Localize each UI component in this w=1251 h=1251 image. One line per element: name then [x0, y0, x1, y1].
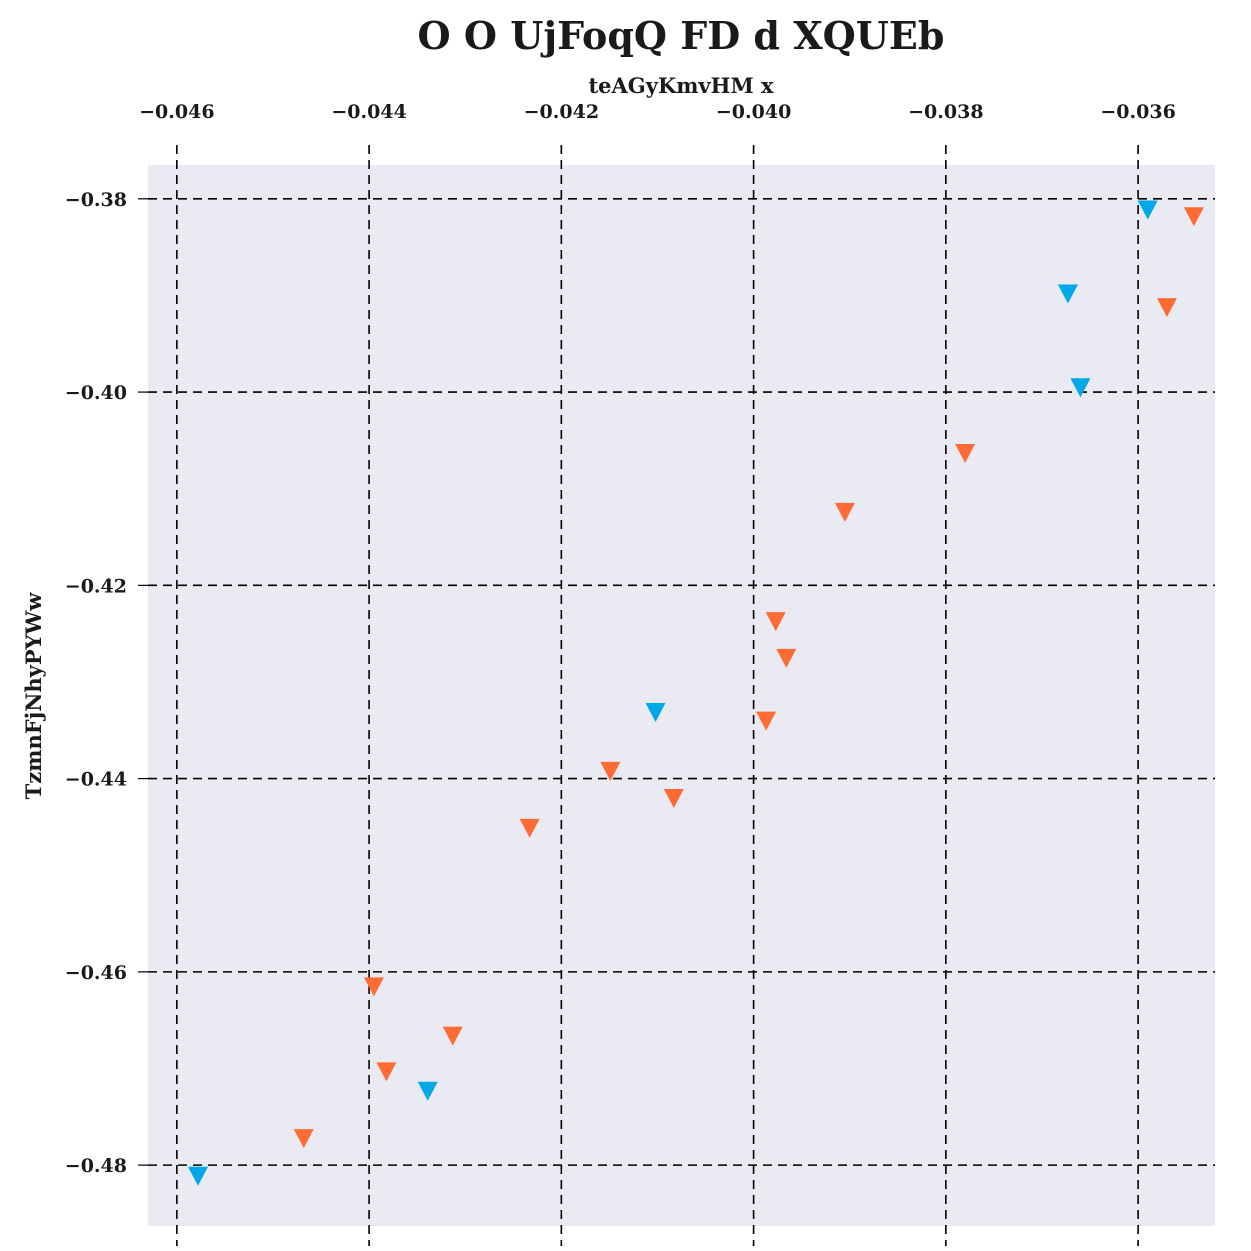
data-point-series-2-12 — [442, 1026, 463, 1046]
plot-area — [148, 165, 1215, 1226]
data-point-series-1-2 — [1057, 284, 1078, 304]
data-point-series-2-9 — [663, 788, 684, 808]
x-tick-label: −0.038 — [908, 101, 983, 123]
y-tick-label: −0.42 — [65, 575, 127, 597]
data-point-series-2-2 — [1156, 298, 1177, 318]
data-point-series-2-11 — [363, 977, 384, 997]
data-point-series-1-6 — [187, 1166, 208, 1186]
data-point-series-2-10 — [519, 818, 540, 838]
grid-lines — [148, 145, 1215, 1246]
y-axis-label: TzmnFjNhyPYWw — [21, 592, 46, 800]
data-point-series-2-14 — [293, 1129, 314, 1149]
data-point-series-1-3 — [1070, 378, 1091, 398]
x-tick-label: −0.044 — [331, 101, 406, 123]
y-tick-label: −0.44 — [65, 769, 127, 791]
x-tick-label: −0.036 — [1100, 101, 1175, 123]
x-axis-label: teAGyKmvHM x — [588, 73, 774, 98]
x-tick-label: −0.042 — [524, 101, 599, 123]
data-point-series-2-7 — [756, 711, 777, 731]
data-point-series-1-4 — [645, 702, 666, 722]
y-tick-label: −0.46 — [65, 962, 127, 984]
x-tick-label: −0.046 — [139, 101, 214, 123]
data-markers — [187, 200, 1204, 1186]
data-point-series-2-8 — [600, 761, 621, 781]
y-tick-label: −0.40 — [65, 382, 127, 404]
data-point-series-2-6 — [776, 648, 797, 668]
data-point-series-2-13 — [376, 1062, 397, 1082]
data-point-series-2-3 — [955, 443, 976, 463]
data-point-series-2-4 — [834, 502, 855, 522]
axis-ticks: −0.046 −0.044 −0.042 −0.040 −0.038 −0.036 −0.3… — [65, 101, 1176, 1177]
y-tick-label: −0.38 — [65, 189, 127, 211]
data-point-series-1-1 — [1137, 200, 1158, 220]
data-point-series-1-5 — [417, 1081, 438, 1101]
x-tick-label: −0.040 — [716, 101, 791, 123]
y-tick-label: −0.48 — [65, 1155, 127, 1177]
data-point-series-2-5 — [765, 612, 786, 632]
chart-title: O O UjFoqQ FD d XQUEb — [418, 13, 945, 58]
data-point-series-2-1 — [1183, 207, 1204, 227]
